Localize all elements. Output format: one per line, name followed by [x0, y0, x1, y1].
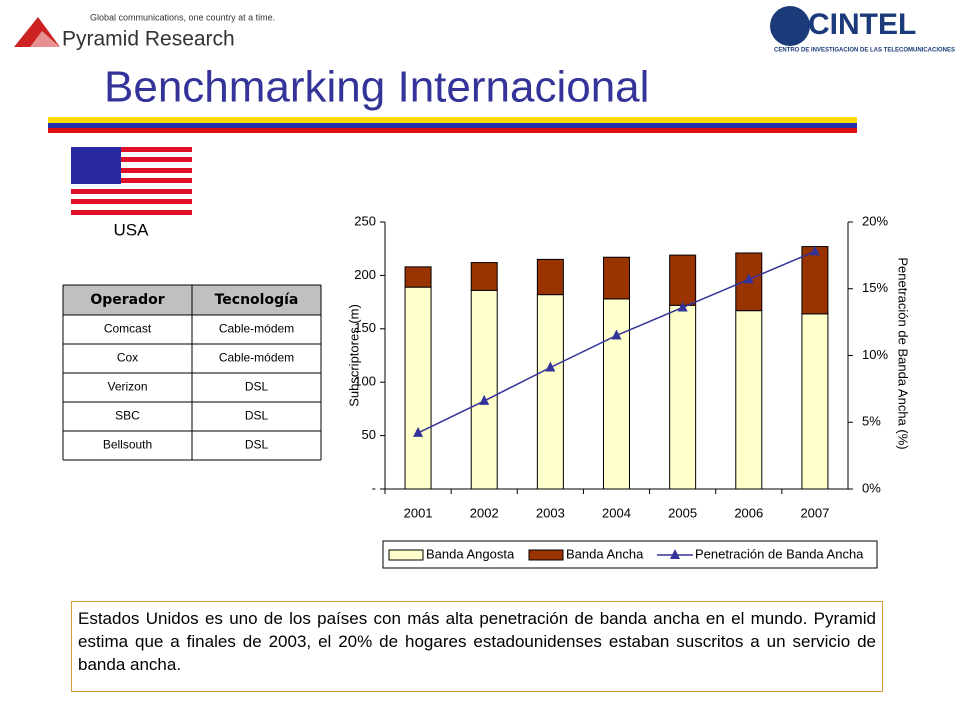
table-header: Tecnología	[215, 292, 299, 308]
y-tick-label: -	[372, 480, 376, 495]
bar	[735, 310, 763, 490]
stripe-red	[48, 128, 857, 133]
partner-subtitle: CENTRO DE INVESTIGACION DE LAS TELECOMUN…	[774, 48, 955, 54]
logo-triangle-inner	[30, 31, 60, 47]
brand: Pyramid Research	[62, 28, 235, 51]
y-tick-label: 250	[354, 213, 376, 228]
y-axis-label: Subscriptores (m)	[346, 304, 361, 407]
y2-tick-label: 20%	[862, 213, 888, 228]
table-header: Operador	[90, 292, 164, 308]
stripe-yellow	[48, 117, 857, 123]
x-tick-label: 2002	[470, 505, 499, 520]
legend-swatch	[528, 549, 564, 561]
partner: CINTEL	[808, 8, 916, 41]
legend-label: Banda Ancha	[566, 546, 644, 561]
marker	[677, 301, 688, 312]
bar	[404, 286, 432, 490]
legend-swatch	[388, 549, 424, 561]
marker	[611, 329, 622, 340]
table-cell: Cox	[117, 351, 138, 365]
bar	[603, 256, 630, 300]
table-cell: Bellsouth	[103, 438, 152, 452]
bar	[603, 298, 630, 490]
bar	[470, 262, 498, 291]
marker	[413, 426, 424, 437]
legend-label: Penetración de Banda Ancha	[695, 546, 864, 561]
y2-tick-label: 0%	[862, 480, 881, 495]
bar	[669, 254, 697, 306]
bar	[801, 313, 829, 490]
table-cell: DSL	[245, 380, 269, 394]
y2-axis-label: Penetración de Banda Ancha (%)	[896, 257, 911, 449]
table-cell: Cable-módem	[219, 351, 294, 365]
x-tick-label: 2004	[602, 505, 631, 520]
y2-tick-label: 10%	[862, 347, 888, 362]
marker	[809, 245, 820, 256]
paragraph: Estados Unidos es uno de los países con …	[71, 601, 883, 692]
cintel-globe	[770, 6, 810, 46]
bar	[735, 252, 763, 312]
x-tick-label: 2005	[668, 505, 697, 520]
y-tick-label: 200	[354, 267, 376, 282]
bar	[404, 266, 432, 288]
bar	[536, 258, 564, 296]
bar	[470, 289, 498, 490]
marker	[545, 361, 556, 372]
country: USA	[114, 220, 150, 239]
bar	[801, 246, 829, 315]
x-tick-label: 2006	[734, 505, 763, 520]
bar	[669, 304, 697, 490]
tagline: Global communications, one country at a …	[90, 12, 275, 22]
legend-marker	[670, 549, 680, 559]
title: Benchmarking Internacional	[104, 63, 649, 112]
table-cell: Comcast	[104, 322, 152, 336]
table-cell: Verizon	[107, 380, 147, 394]
x-tick-label: 2003	[536, 505, 565, 520]
y2-tick-label: 15%	[862, 280, 888, 295]
table-cell: DSL	[245, 438, 269, 452]
table-cell: Cable-módem	[219, 322, 294, 336]
y2-tick-label: 5%	[862, 414, 881, 429]
y-tick-label: 150	[354, 320, 376, 335]
table-cell: DSL	[245, 409, 269, 423]
marker	[479, 394, 490, 405]
marker	[743, 273, 754, 284]
bar	[536, 294, 564, 490]
x-tick-label: 2007	[800, 505, 829, 520]
y-tick-label: 50	[362, 427, 376, 442]
stripe-blue	[48, 123, 857, 128]
flag	[71, 147, 192, 215]
legend-box	[382, 540, 878, 569]
table-cell: SBC	[115, 409, 140, 423]
y-tick-label: 100	[354, 374, 376, 389]
legend-label: Banda Angosta	[426, 546, 515, 561]
x-tick-label: 2001	[404, 505, 433, 520]
